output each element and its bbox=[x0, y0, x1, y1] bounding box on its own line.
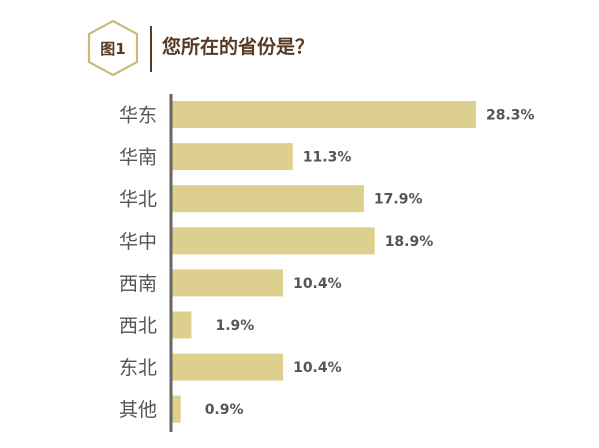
value-label-2: 11.3% bbox=[303, 150, 352, 166]
value-label-6: 1.9% bbox=[215, 318, 254, 334]
value-label-4: 18.9% bbox=[385, 234, 434, 250]
bar-7 bbox=[171, 353, 284, 381]
bar-2 bbox=[171, 143, 293, 171]
bar-5 bbox=[171, 269, 284, 297]
figure-badge: 图1 bbox=[100, 39, 126, 58]
bar-6 bbox=[171, 311, 192, 339]
bar-1 bbox=[171, 101, 476, 128]
chart-title: 您所在的省份是？ bbox=[162, 36, 315, 58]
header-divider bbox=[150, 26, 152, 72]
category-label-1: 华东 bbox=[119, 105, 157, 127]
value-label-5: 10.4% bbox=[293, 276, 342, 292]
category-label-7: 东北 bbox=[119, 357, 157, 379]
value-label-1: 28.3% bbox=[486, 108, 535, 124]
category-label-6: 西北 bbox=[119, 315, 157, 337]
value-label-7: 10.4% bbox=[293, 360, 342, 376]
bar-4 bbox=[171, 227, 375, 255]
bar-3 bbox=[171, 185, 364, 213]
bar-8 bbox=[171, 395, 181, 423]
category-label-4: 华中 bbox=[119, 231, 157, 253]
value-label-8: 0.9% bbox=[205, 402, 244, 418]
category-label-8: 其他 bbox=[119, 399, 157, 421]
hexagon-badge-icon bbox=[87, 19, 139, 77]
value-label-3: 17.9% bbox=[374, 192, 423, 208]
category-label-3: 华北 bbox=[119, 189, 157, 211]
category-label-5: 西南 bbox=[119, 273, 157, 295]
category-label-2: 华南 bbox=[119, 147, 157, 169]
chart-header: 图1 您所在的省份是？ bbox=[0, 0, 599, 90]
